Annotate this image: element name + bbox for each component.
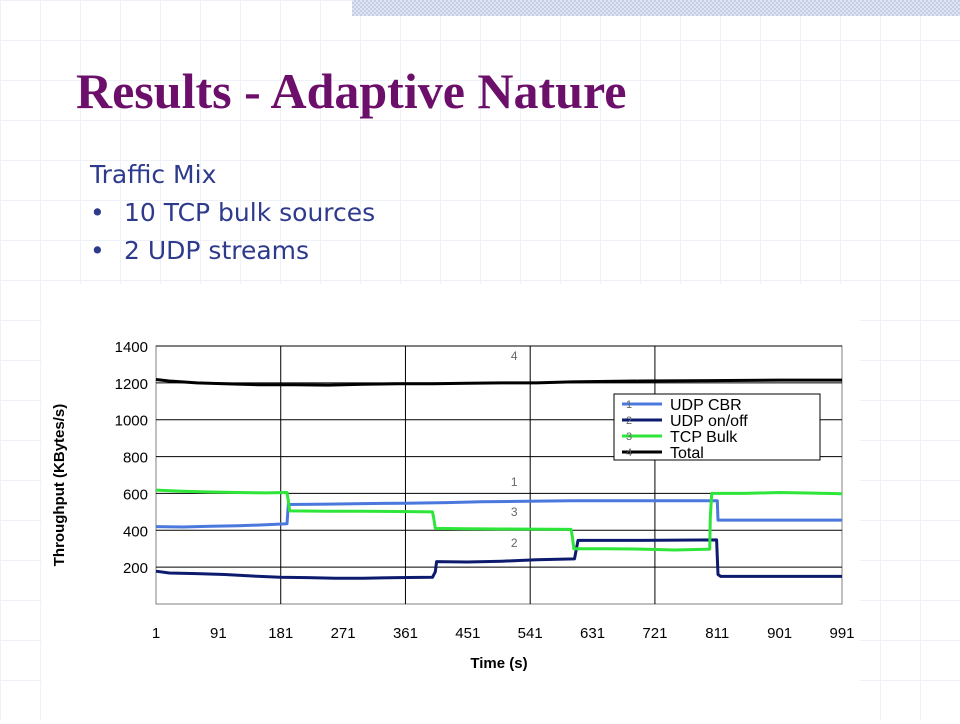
bullet-item: • 2 UDP streams <box>90 232 375 270</box>
x-tick-label: 811 <box>705 625 729 642</box>
x-tick-label: 91 <box>210 625 227 642</box>
slide-title: Results - Adaptive Nature <box>76 63 627 119</box>
x-tick-label: 721 <box>642 625 667 642</box>
series-annotation: 1 <box>511 475 518 489</box>
legend-marker-number: 4 <box>626 447 632 459</box>
y-tick-label: 800 <box>123 450 148 467</box>
y-tick-label: 1000 <box>115 413 148 430</box>
x-tick-label: 1 <box>152 625 160 642</box>
series-annotation: 4 <box>511 349 518 363</box>
bullet-dot-icon: • <box>90 198 105 227</box>
annotation-layer: 4 1 3 2 <box>511 349 518 550</box>
x-tick-label: 361 <box>393 625 418 642</box>
x-tick-label: 631 <box>580 625 605 642</box>
bullet-text: 2 UDP streams <box>124 236 310 265</box>
y-tick-label: 400 <box>123 523 148 540</box>
bullet-text: 10 TCP bulk sources <box>124 198 376 227</box>
series-layer <box>155 378 843 580</box>
legend-marker-number: 2 <box>626 415 632 427</box>
series-line-total <box>155 378 842 387</box>
header-pattern <box>352 0 960 16</box>
series-annotation: 3 <box>511 505 518 519</box>
series-line-tcp-bulk <box>155 488 843 552</box>
traffic-mix-block: Traffic Mix • 10 TCP bulk sources • 2 UD… <box>90 156 375 270</box>
legend-label: UDP on/off <box>670 413 748 430</box>
y-tick-label: 600 <box>123 486 148 503</box>
legend-marker-number: 3 <box>626 431 632 443</box>
x-tick-label: 271 <box>331 625 356 642</box>
grid-layer <box>155 345 843 605</box>
x-tick-label: 181 <box>268 625 293 642</box>
series-line-udp-cbr <box>155 499 842 529</box>
y-tick-label: 200 <box>123 560 148 577</box>
x-axis-label: Time (s) <box>470 655 527 672</box>
legend-label: UDP CBR <box>670 397 742 414</box>
y-tick-label: 1400 <box>115 339 148 356</box>
x-tick-label: 991 <box>829 625 854 642</box>
series-annotation: 2 <box>511 536 518 550</box>
x-tick-label: 541 <box>518 625 543 642</box>
series-line-udp-on-off <box>155 538 842 580</box>
axis-layer: 1400 1200 1000 800 600 400 200 1 91 181 271 361 451 5… <box>51 339 855 672</box>
traffic-mix-heading: Traffic Mix <box>90 160 217 189</box>
legend-marker-number: 1 <box>626 399 632 411</box>
y-axis-label: Throughput (KBytes/s) <box>51 404 68 567</box>
legend-label: Total <box>670 445 704 462</box>
legend: UDP CBR 1 UDP on/off 2 TCP Bulk 3 Total 4 <box>613 393 821 462</box>
x-tick-label: 451 <box>455 625 480 642</box>
legend-label: TCP Bulk <box>670 429 738 446</box>
chart-container: UDP CBR 1 UDP on/off 2 TCP Bulk 3 Total 4 1400 1… <box>42 284 860 720</box>
y-tick-label: 1200 <box>115 376 148 393</box>
legend-box <box>613 393 821 461</box>
bullet-item: • 10 TCP bulk sources <box>90 194 375 232</box>
x-tick-label: 901 <box>767 625 792 642</box>
bullet-dot-icon: • <box>90 236 105 265</box>
